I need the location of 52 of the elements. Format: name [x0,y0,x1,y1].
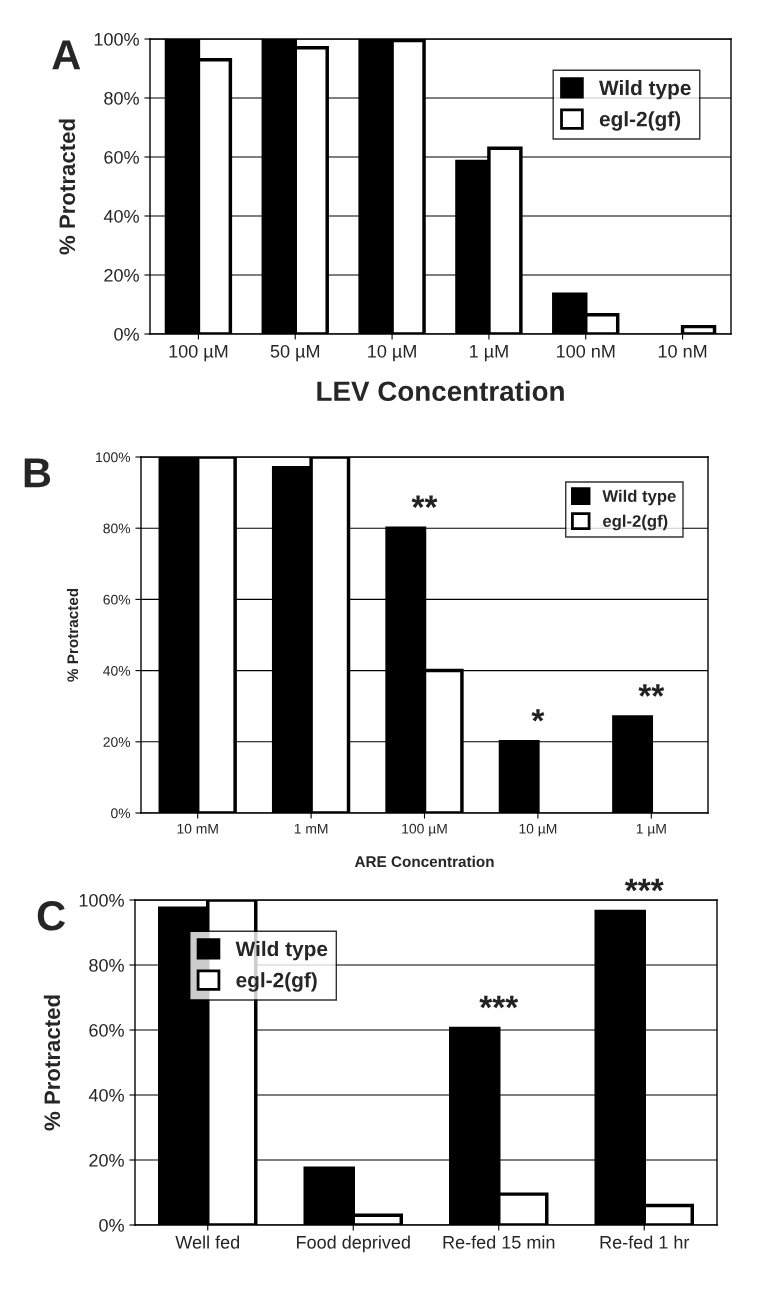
y-axis-title: % Protracted [43,995,61,1131]
annotation: *** [479,995,519,1009]
x-tick-label: 10 nM [658,344,707,358]
legend-label: egl-2(gf) [236,972,317,992]
y-tick-label: 20% [104,268,139,282]
y-tick-label: 40% [103,665,131,676]
y-axis-title: % Protracted [58,119,76,255]
legend-label: Wild type [602,489,676,506]
y-tick-label: 100% [79,893,124,907]
x-tick-label: 100 µM [402,823,447,837]
y-tick-label: 40% [103,209,139,223]
annotation: ** [411,495,438,508]
chart-title: A [52,40,81,70]
x-tick-label: Re-fed 1 hr [600,1235,690,1249]
y-tick-label: 60% [89,1023,124,1037]
x-tick-label: 10 µM [519,823,557,837]
annotation: * [531,709,545,722]
y-tick-label: 100% [96,452,131,463]
y-tick-label: 60% [104,150,139,164]
x-axis-title: ARE Concentration [354,855,494,868]
x-tick-label: 100 nM [557,344,615,358]
y-tick-label: 0% [111,808,131,819]
y-tick-label: 0% [114,327,139,341]
x-tick-label: 1 µM [470,345,508,362]
legend-label: egl-2(gf) [603,514,668,531]
y-tick-label: 80% [104,91,139,105]
x-tick-label: Re-fed 15 min [443,1235,555,1249]
y-tick-label: 40% [88,1088,124,1102]
annotation: ** [638,684,665,697]
x-tick-label: 1 µM [636,823,666,837]
x-tick-label: 10 µM [368,344,416,362]
annotation: *** [624,878,664,892]
x-tick-label: 10 mM [177,823,218,834]
y-tick-label: 100% [94,32,139,46]
legend-label: Wild type [599,79,691,100]
x-tick-label: Well fed [175,1235,240,1249]
legend-label: Wild type [235,940,328,961]
y-tick-label: 80% [89,958,124,972]
chart-title: C [37,901,66,931]
x-tick-label: 1 mM [294,823,328,834]
x-axis-title: LEV Concentration [317,380,564,402]
y-tick-label: 20% [103,737,131,747]
y-tick-label: 60% [103,594,131,605]
y-tick-label: 20% [89,1153,124,1167]
x-tick-label: 100 µM [169,344,228,362]
y-tick-label: 0% [99,1218,124,1232]
y-tick-label: 80% [103,523,131,534]
legend-label: egl-2(gf) [599,111,681,131]
x-tick-label: Food deprived [297,1235,410,1253]
x-tick-label: 50 µM [270,344,320,362]
y-axis-title: % Protracted [66,588,79,682]
chart-title: B [24,458,51,488]
